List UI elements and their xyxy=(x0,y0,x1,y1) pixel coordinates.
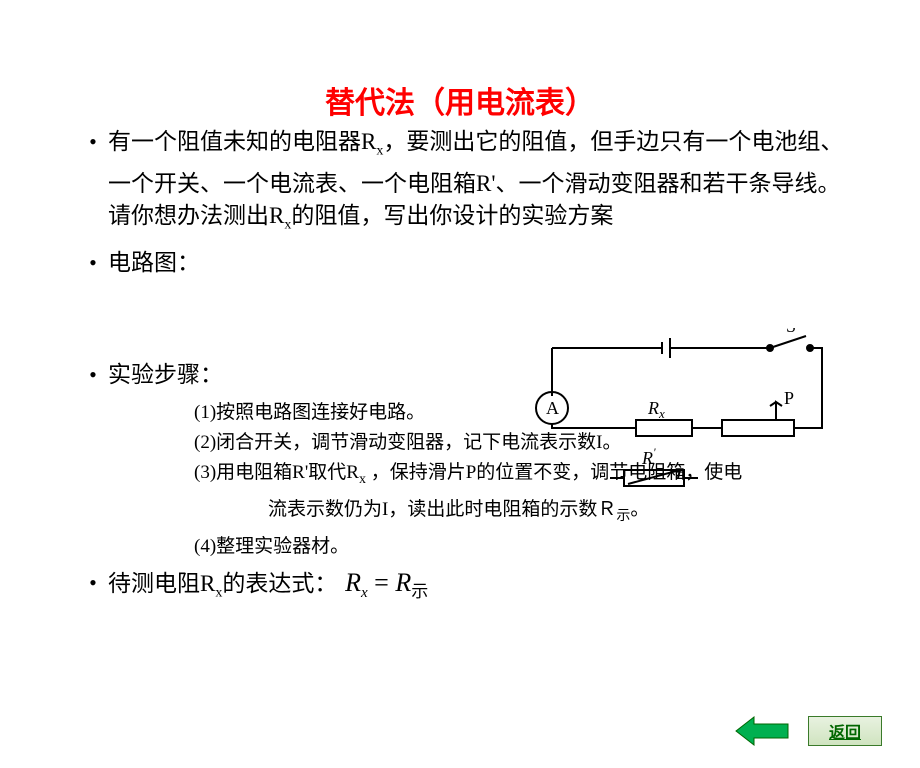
return-button[interactable]: 返回 xyxy=(808,716,882,746)
wire-right xyxy=(794,348,822,428)
step-4: (4)整理实验器材。 xyxy=(194,533,860,561)
rprime-label: R' xyxy=(641,445,656,468)
paragraph-4-text: 待测电阻R x 的表达式： Rx = R示 xyxy=(108,567,428,610)
paragraph-4: • 待测电阻R x 的表达式： Rx = R示 xyxy=(78,567,860,610)
s3a-sub: x xyxy=(359,472,366,487)
paragraph-1-text: 有一个阻值未知的电阻器Rx，要测出它的阻值，但手边只有一个电池组、一个开关、一个… xyxy=(108,126,860,241)
battery-icon xyxy=(662,338,670,358)
formula-rhs: R xyxy=(395,568,411,597)
bullet-2: • xyxy=(78,247,108,279)
paragraph-2-text: 电路图： xyxy=(108,247,200,279)
formula-lhs: R xyxy=(345,568,361,597)
ammeter-label: A xyxy=(546,398,559,418)
paragraph-1: • 有一个阻值未知的电阻器Rx，要测出它的阻值，但手边只有一个电池组、一个开关、… xyxy=(78,126,860,241)
switch-label: S xyxy=(786,328,796,336)
bullet-4: • xyxy=(78,567,108,599)
formula-lhs-sub: x xyxy=(361,585,368,601)
formula-rhs-sub: 示 xyxy=(411,582,428,601)
rheostat-slider-arrow xyxy=(770,402,782,420)
back-arrow-icon xyxy=(734,714,790,748)
rx-resistor xyxy=(636,420,692,436)
bullet-1: • xyxy=(78,126,108,158)
p4-prefix: 待测电阻R xyxy=(108,571,215,596)
wire-ammeter-bottom xyxy=(552,424,602,428)
rx-label: Rx xyxy=(647,398,665,421)
rprime-arrow xyxy=(628,470,680,484)
s3a-text: (3)用电阻箱R'取代R xyxy=(194,462,359,483)
switch-arm xyxy=(770,336,806,348)
formula: Rx = R示 xyxy=(345,568,428,597)
p1-text-a: 有一个阻值未知的电阻器R xyxy=(108,129,376,154)
formula-eq: = xyxy=(368,568,396,597)
paragraph-2: • 电路图： xyxy=(78,247,860,279)
paragraph-3-text: 实验步骤： xyxy=(108,359,223,391)
s3b-sub: 示 xyxy=(616,509,630,524)
bullet-3: • xyxy=(78,359,108,391)
circuit-diagram: S P Rx A R' xyxy=(522,328,842,508)
arrow-shape xyxy=(736,717,788,745)
rheostat-body xyxy=(722,420,794,436)
slider-label: P xyxy=(784,388,794,408)
p1-text-c: 的阻值，写出你设计的实验方案 xyxy=(291,203,613,228)
page-title: 替代法（用电流表） xyxy=(0,78,920,122)
p4-suffix: 的表达式： xyxy=(222,571,337,596)
